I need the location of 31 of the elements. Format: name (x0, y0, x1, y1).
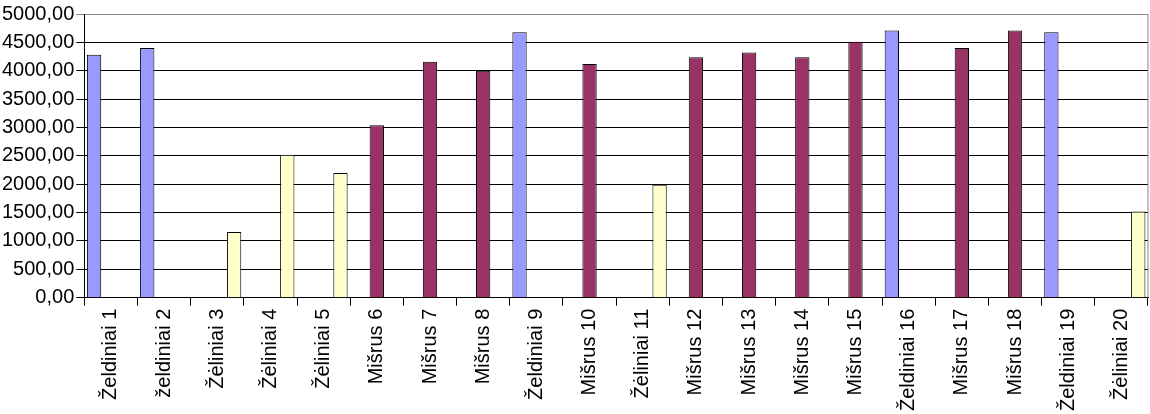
x-tick-label: Mišrus 17 (949, 308, 972, 396)
y-tick-label: 4500,00 (2, 29, 75, 52)
y-tick-label: 2500,00 (2, 143, 75, 166)
y-tick-label: 1000,00 (2, 228, 75, 251)
x-tick-label: Želdiniai 19 (1055, 308, 1078, 412)
x-tick-label: Mišrus 18 (1002, 308, 1025, 396)
x-tick-label: Mišrus 7 (417, 308, 440, 385)
y-tick-label: 1500,00 (2, 200, 75, 223)
x-tick-label: Želdiniai 16 (896, 308, 919, 412)
x-tick-label: želdiniai 2 (151, 308, 174, 398)
x-tick-label: Mišrus 13 (736, 308, 759, 396)
x-tick-label: Žėliniai 20 (1108, 308, 1131, 400)
y-tick-label: 3000,00 (2, 115, 75, 137)
y-tick-label: 2000,00 (2, 171, 75, 194)
x-tick-label: Žėliniai 3 (204, 308, 227, 389)
x-tick-label: Mišrus 10 (577, 308, 600, 396)
x-tick-label: Mišrus 15 (843, 308, 865, 396)
x-tick-label: Žėliniai 4 (257, 308, 280, 389)
x-tick-label: Želdiniai 9 (523, 308, 546, 400)
x-tick-label: Mišrus 14 (789, 308, 812, 396)
x-tick-label: Želdiniai 1 (98, 308, 121, 400)
x-tick-label: Mišrus 8 (470, 308, 493, 385)
y-tick-label: 0,00 (35, 285, 75, 308)
x-tick-label: Mišrus 6 (364, 308, 387, 385)
y-tick-label: 5000,00 (2, 1, 75, 24)
y-tick-label: 3500,00 (2, 86, 75, 109)
x-tick-label: Mišrus 12 (683, 308, 706, 396)
y-tick-label: 500,00 (13, 256, 75, 279)
y-tick-label: 4000,00 (2, 58, 75, 81)
x-tick-label: Žėliniai 5 (311, 308, 334, 389)
x-tick-label: Žėliniai 11 (630, 308, 653, 399)
